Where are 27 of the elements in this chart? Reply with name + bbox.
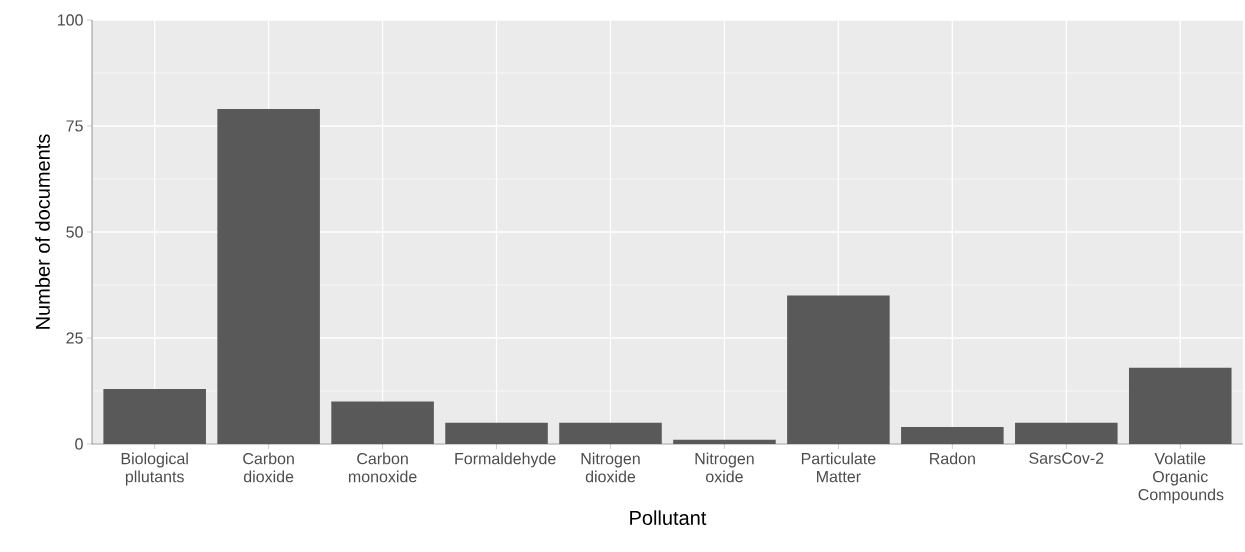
x-tick-label: SarsCov-2 bbox=[1029, 452, 1104, 464]
y-tick-label: 100 bbox=[58, 14, 83, 26]
y-tick-label: 0 bbox=[75, 438, 83, 450]
bar bbox=[787, 295, 890, 444]
bar bbox=[1015, 422, 1118, 444]
bar bbox=[445, 422, 548, 444]
y-tick-label: 75 bbox=[66, 120, 83, 132]
x-tick-label: Nitrogen oxide bbox=[695, 452, 754, 483]
bar bbox=[217, 109, 320, 444]
y-tick-label: 25 bbox=[66, 332, 83, 344]
x-tick-label: Formaldehyde bbox=[455, 452, 556, 468]
bar bbox=[559, 422, 662, 444]
y-axis-title: Number of documents bbox=[35, 134, 50, 329]
x-tick-label: Nitrogen dioxide bbox=[581, 452, 640, 483]
x-tick-label: Radon bbox=[930, 452, 975, 465]
x-axis-title: Pollutant bbox=[630, 510, 707, 525]
bar bbox=[1128, 367, 1232, 444]
bar bbox=[901, 427, 1004, 444]
x-tick-label: Biological pllutants bbox=[121, 452, 188, 486]
y-tick-label: 50 bbox=[66, 226, 83, 238]
x-tick-label: Volatile Organic Compounds bbox=[1138, 452, 1224, 504]
x-tick-label: Carbon dioxide bbox=[243, 452, 294, 483]
x-tick-label: Particulate Matter bbox=[801, 452, 876, 483]
bar bbox=[331, 401, 434, 444]
bar bbox=[673, 439, 776, 444]
x-tick-label: Carbon monoxide bbox=[348, 452, 417, 483]
bar bbox=[103, 388, 206, 444]
